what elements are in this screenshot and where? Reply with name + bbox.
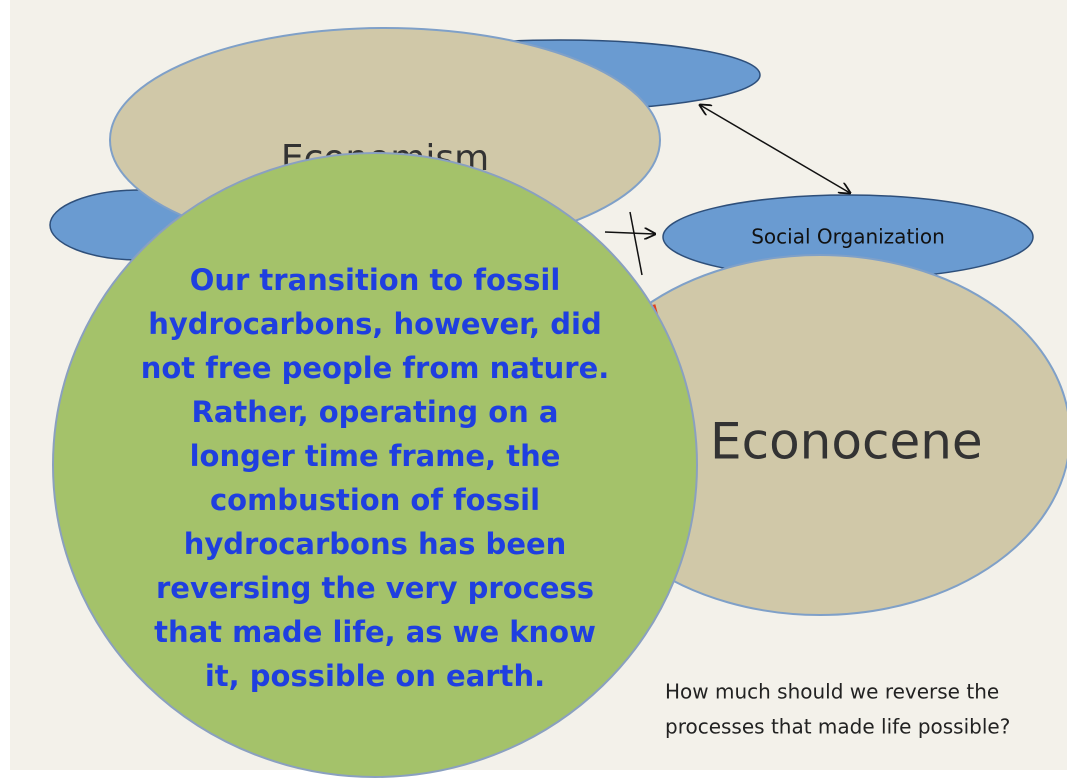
arrow [700,105,850,193]
text-line: that made life, as we know [154,615,596,649]
node-label: Econocene [710,413,983,471]
text-line: hydrocarbons has been [184,527,567,561]
text-line: Rather, operating on a [192,395,559,429]
node-label: Social Organization [751,225,945,249]
text-line: combustion of fossil [210,483,540,517]
arrow [604,232,655,234]
question-text: How much should we reverse the processes … [665,680,1010,739]
text-line: not free people from nature. [141,351,610,385]
text-line: processes that made life possible? [665,715,1010,739]
text-line: longer time frame, the [190,439,561,473]
text-line: hydrocarbons, however, did [148,307,602,341]
callout-text: Our transition to fossil hydrocarbons, ho… [141,263,610,693]
callout-circle [52,152,698,778]
connector [629,211,643,276]
text-line: it, possible on earth. [205,659,545,693]
text-line: reversing the very process [156,571,594,605]
text-line: How much should we reverse the [665,680,999,704]
text-line: Our transition to fossil [190,263,561,297]
